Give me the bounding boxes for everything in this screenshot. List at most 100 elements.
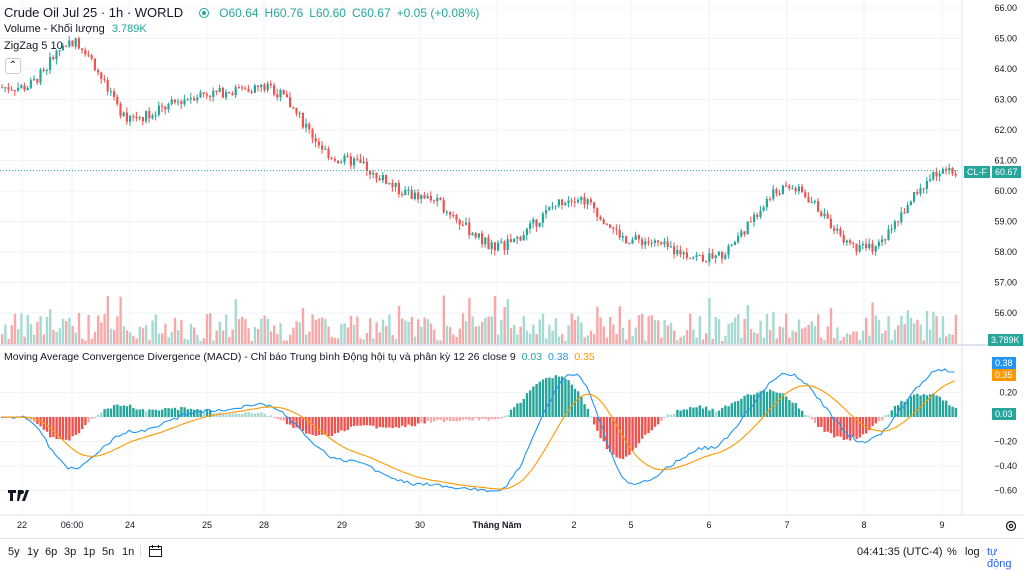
- volume-bar: [381, 319, 385, 345]
- volume-bar: [484, 317, 487, 345]
- volume-bar: [244, 319, 247, 345]
- volume-bar: [257, 328, 260, 345]
- volume-bar: [353, 324, 356, 345]
- macd-hist-bar: [52, 417, 55, 438]
- candle-body: [772, 189, 775, 200]
- volume-bar: [141, 328, 145, 345]
- macd-hist-bar: [141, 409, 145, 417]
- macd-hist-bar: [97, 414, 100, 417]
- candle-body: [276, 94, 279, 98]
- candle-body: [340, 162, 343, 164]
- candle-body: [305, 123, 308, 128]
- volume-bar: [804, 327, 807, 345]
- volume-bar: [17, 329, 20, 345]
- macd-hist-bar: [593, 417, 596, 425]
- macd-hist-bar: [519, 402, 522, 417]
- macd-hist-bar: [81, 417, 84, 430]
- macd-hist-bar: [292, 417, 295, 428]
- volume-bar: [362, 339, 365, 345]
- timeframe-6p[interactable]: 6p: [45, 546, 58, 558]
- candle-body: [26, 87, 29, 91]
- volume-bar: [849, 334, 852, 345]
- candle-body: [503, 241, 506, 251]
- volume-bar: [634, 327, 637, 345]
- volume-bar: [449, 327, 452, 345]
- volume-bar: [212, 340, 215, 345]
- macd-hist-bar: [762, 390, 765, 417]
- zigzag-legend[interactable]: ZigZag 5 10: [4, 40, 63, 52]
- volume-bar: [132, 336, 135, 345]
- settings-icon[interactable]: [1004, 519, 1018, 533]
- volume-bar: [314, 319, 317, 345]
- candle-body: [538, 222, 541, 227]
- timeframe-1p[interactable]: 1p: [83, 546, 96, 558]
- volume-tag: 3.789K: [988, 334, 1023, 346]
- candle-body: [343, 155, 346, 163]
- candle-body: [932, 171, 935, 180]
- macd-hist-bar: [84, 417, 87, 425]
- macd-hist-bar: [573, 388, 577, 417]
- percent-toggle[interactable]: %: [947, 546, 957, 558]
- volume-bar: [285, 340, 289, 345]
- candle-body: [570, 200, 573, 202]
- macd-hist-bar: [817, 417, 820, 428]
- clock[interactable]: 04:41:35 (UTC-4): [857, 546, 943, 558]
- candle-body: [676, 249, 679, 255]
- volume-bar: [68, 317, 71, 345]
- candle-body: [417, 192, 420, 200]
- macd-legend[interactable]: Moving Average Convergence Divergence (M…: [4, 351, 595, 363]
- candle-body: [324, 148, 327, 150]
- volume-bar: [721, 340, 724, 345]
- candle-body: [561, 199, 564, 206]
- timeframe-1y[interactable]: 1y: [27, 546, 39, 558]
- symbol-legend[interactable]: Crude Oil Jul 25 · 1h · WORLD O60.64 H60…: [4, 5, 479, 20]
- volume-bar: [663, 320, 666, 345]
- calendar-range-icon[interactable]: [148, 544, 164, 563]
- volume-bar: [305, 334, 308, 345]
- macd-hist-bar: [244, 412, 247, 417]
- macd-hist-bar: [753, 394, 756, 417]
- macd-hist-bar: [289, 417, 292, 425]
- candle-body: [625, 236, 628, 244]
- volume-bar: [865, 317, 868, 345]
- timeframe-3p[interactable]: 3p: [64, 546, 77, 558]
- symbol-title[interactable]: Crude Oil Jul 25 · 1h · WORLD: [4, 5, 184, 20]
- auto-toggle[interactable]: tự động: [987, 546, 1012, 570]
- volume-bar: [509, 328, 513, 345]
- ohlc-high: H60.76: [264, 5, 304, 20]
- macd-hist-bar: [180, 406, 183, 417]
- candle-body: [660, 242, 663, 245]
- macd-hist-bar: [266, 415, 269, 417]
- hist-tag: 0.03: [992, 408, 1016, 420]
- volume-bar: [36, 321, 39, 345]
- timeframe-5n[interactable]: 5n: [102, 546, 115, 558]
- tradingview-logo[interactable]: [7, 487, 29, 505]
- volume-bar: [4, 324, 7, 345]
- volume-bar: [93, 331, 97, 345]
- macd-hist-bar: [772, 391, 775, 417]
- volume-bar: [193, 327, 196, 345]
- candle-body: [193, 98, 196, 101]
- candle-body: [161, 105, 164, 107]
- volume-bar: [516, 334, 519, 345]
- timeframe-5y[interactable]: 5y: [8, 546, 20, 558]
- macd-hist-bar: [599, 417, 602, 439]
- macd-hist-bar: [881, 417, 884, 421]
- candle-body: [234, 87, 237, 96]
- log-toggle[interactable]: log: [965, 546, 980, 558]
- macd-hist-bar: [372, 417, 375, 426]
- collapse-legend-button[interactable]: ⌃: [5, 58, 21, 74]
- chart-canvas[interactable]: 66.00 65.00 64.00 63.00 62.00 61.00 60.00 59.00…: [0, 0, 1024, 538]
- candle-body: [90, 55, 93, 59]
- candle-body: [717, 252, 720, 256]
- candle-body: [593, 202, 596, 209]
- candle-body: [519, 236, 522, 241]
- volume-bar: [481, 321, 484, 345]
- candle-body: [362, 161, 365, 163]
- macd-hist-bar: [951, 406, 954, 417]
- volume-bar: [788, 337, 791, 345]
- volume-legend[interactable]: Volume - Khối lượng 3.789K: [4, 23, 147, 35]
- candle-body: [532, 219, 535, 224]
- volume-bar: [733, 317, 737, 345]
- timeframe-1n[interactable]: 1n: [122, 546, 135, 558]
